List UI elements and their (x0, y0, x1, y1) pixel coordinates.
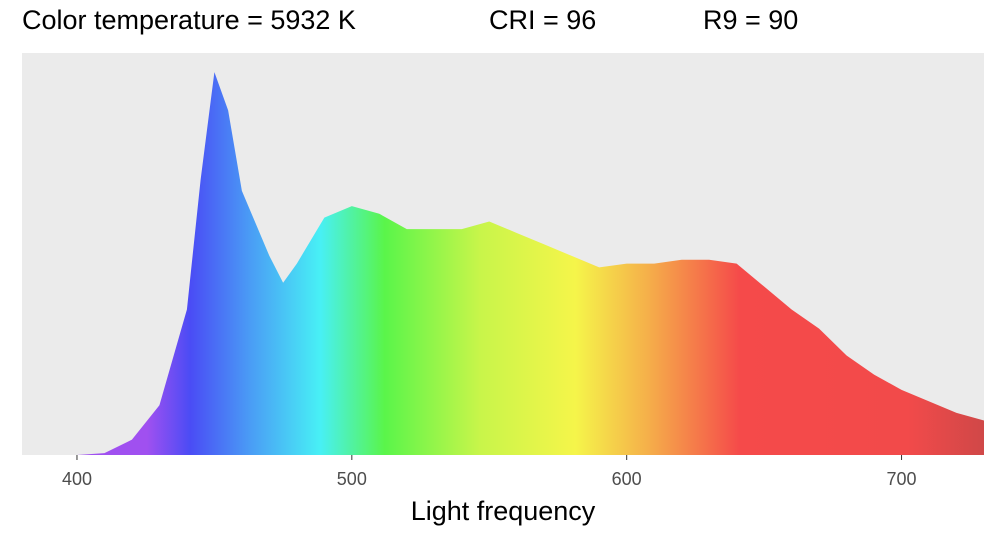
x-tick-label: 500 (337, 469, 367, 489)
title-cri: CRI = 96 (489, 5, 596, 35)
x-axis-label: Light frequency (411, 496, 596, 526)
title-r9: R9 = 90 (703, 5, 798, 35)
spectrum-area (22, 72, 984, 456)
title-cct: Color temperature = 5932 K (22, 5, 356, 35)
x-tick-label: 700 (887, 469, 917, 489)
x-tick-label: 400 (62, 469, 92, 489)
x-tick-label: 600 (612, 469, 642, 489)
